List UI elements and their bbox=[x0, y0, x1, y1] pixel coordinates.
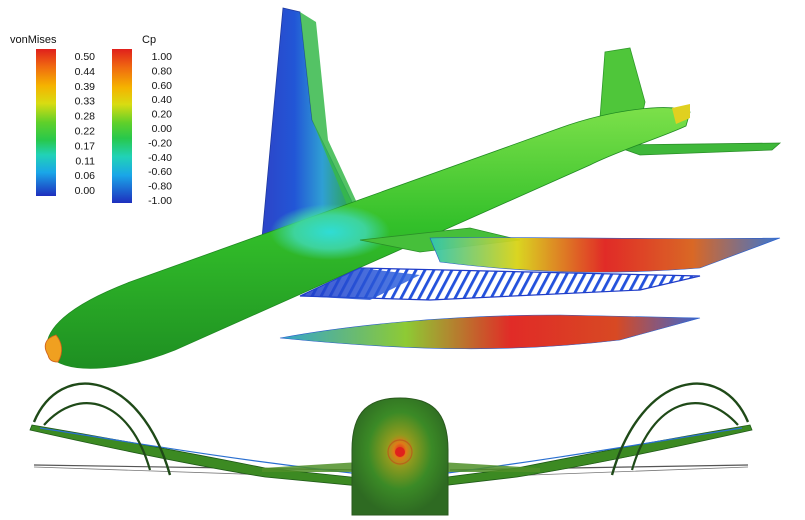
cp-tick-label: -0.40 bbox=[148, 152, 172, 164]
cp-tick-label: -0.80 bbox=[148, 181, 172, 193]
wing-trailing-band bbox=[300, 12, 358, 212]
von-mises-tick-label: 0.17 bbox=[75, 140, 96, 152]
wing-spar-root bbox=[300, 268, 420, 300]
cp-legend: Cp 1.00 0.80 0.60 0.40 0.20 0.00 -0.20 -0.40 -0.… bbox=[112, 34, 172, 207]
cp-tick-label: -1.00 bbox=[148, 195, 172, 207]
cp-tick-label: 0.00 bbox=[152, 123, 173, 135]
von-mises-tick-label: 0.50 bbox=[75, 51, 96, 63]
wing-deflection-arc-left-outer bbox=[32, 382, 172, 476]
wing-deflection-arc-right-outer bbox=[610, 382, 750, 476]
wing-deflection-arc-left-inner bbox=[43, 402, 152, 471]
von-mises-legend-title: vonMises bbox=[10, 34, 57, 46]
von-mises-tick-label: 0.44 bbox=[75, 66, 96, 78]
cp-tick-label: 0.80 bbox=[152, 65, 173, 77]
von-mises-tick-label: 0.39 bbox=[75, 81, 96, 93]
von-mises-tick-label: 0.22 bbox=[75, 126, 96, 138]
wing-root-stress-region bbox=[270, 204, 390, 260]
cp-legend-title: Cp bbox=[142, 34, 156, 46]
cp-tick-label: 0.60 bbox=[152, 80, 173, 92]
nose-stagnation-point bbox=[395, 447, 405, 457]
cp-tick-label: 0.40 bbox=[152, 94, 173, 106]
von-mises-tick-label: 0.00 bbox=[75, 185, 96, 197]
cp-tick-label: 0.20 bbox=[152, 109, 173, 121]
wing-lower-skin bbox=[279, 314, 701, 350]
von-mises-tick-label: 0.28 bbox=[75, 111, 96, 123]
front-view bbox=[29, 382, 753, 516]
aircraft-model bbox=[44, 7, 782, 369]
wing-upper-skin bbox=[429, 237, 781, 273]
tail-cone bbox=[672, 104, 690, 124]
von-mises-tick-label: 0.33 bbox=[75, 96, 96, 108]
cp-color-bar bbox=[112, 49, 132, 203]
nose-ring bbox=[387, 439, 413, 465]
wing-deflection-arc-right-inner bbox=[630, 402, 739, 471]
cp-tick-label: -0.60 bbox=[148, 166, 172, 178]
horizontal-stabilizer bbox=[611, 142, 782, 156]
von-mises-color-bar bbox=[36, 49, 56, 196]
von-mises-tick-label: 0.11 bbox=[75, 155, 95, 167]
von-mises-tick-label: 0.06 bbox=[75, 170, 96, 182]
cp-tick-label: -0.20 bbox=[148, 137, 172, 149]
von-mises-legend: vonMises 0.50 0.44 0.39 0.33 0.28 0.22 0.17 0.1… bbox=[10, 34, 95, 197]
nose-cone bbox=[44, 334, 62, 363]
cp-tick-label: 1.00 bbox=[152, 51, 173, 63]
